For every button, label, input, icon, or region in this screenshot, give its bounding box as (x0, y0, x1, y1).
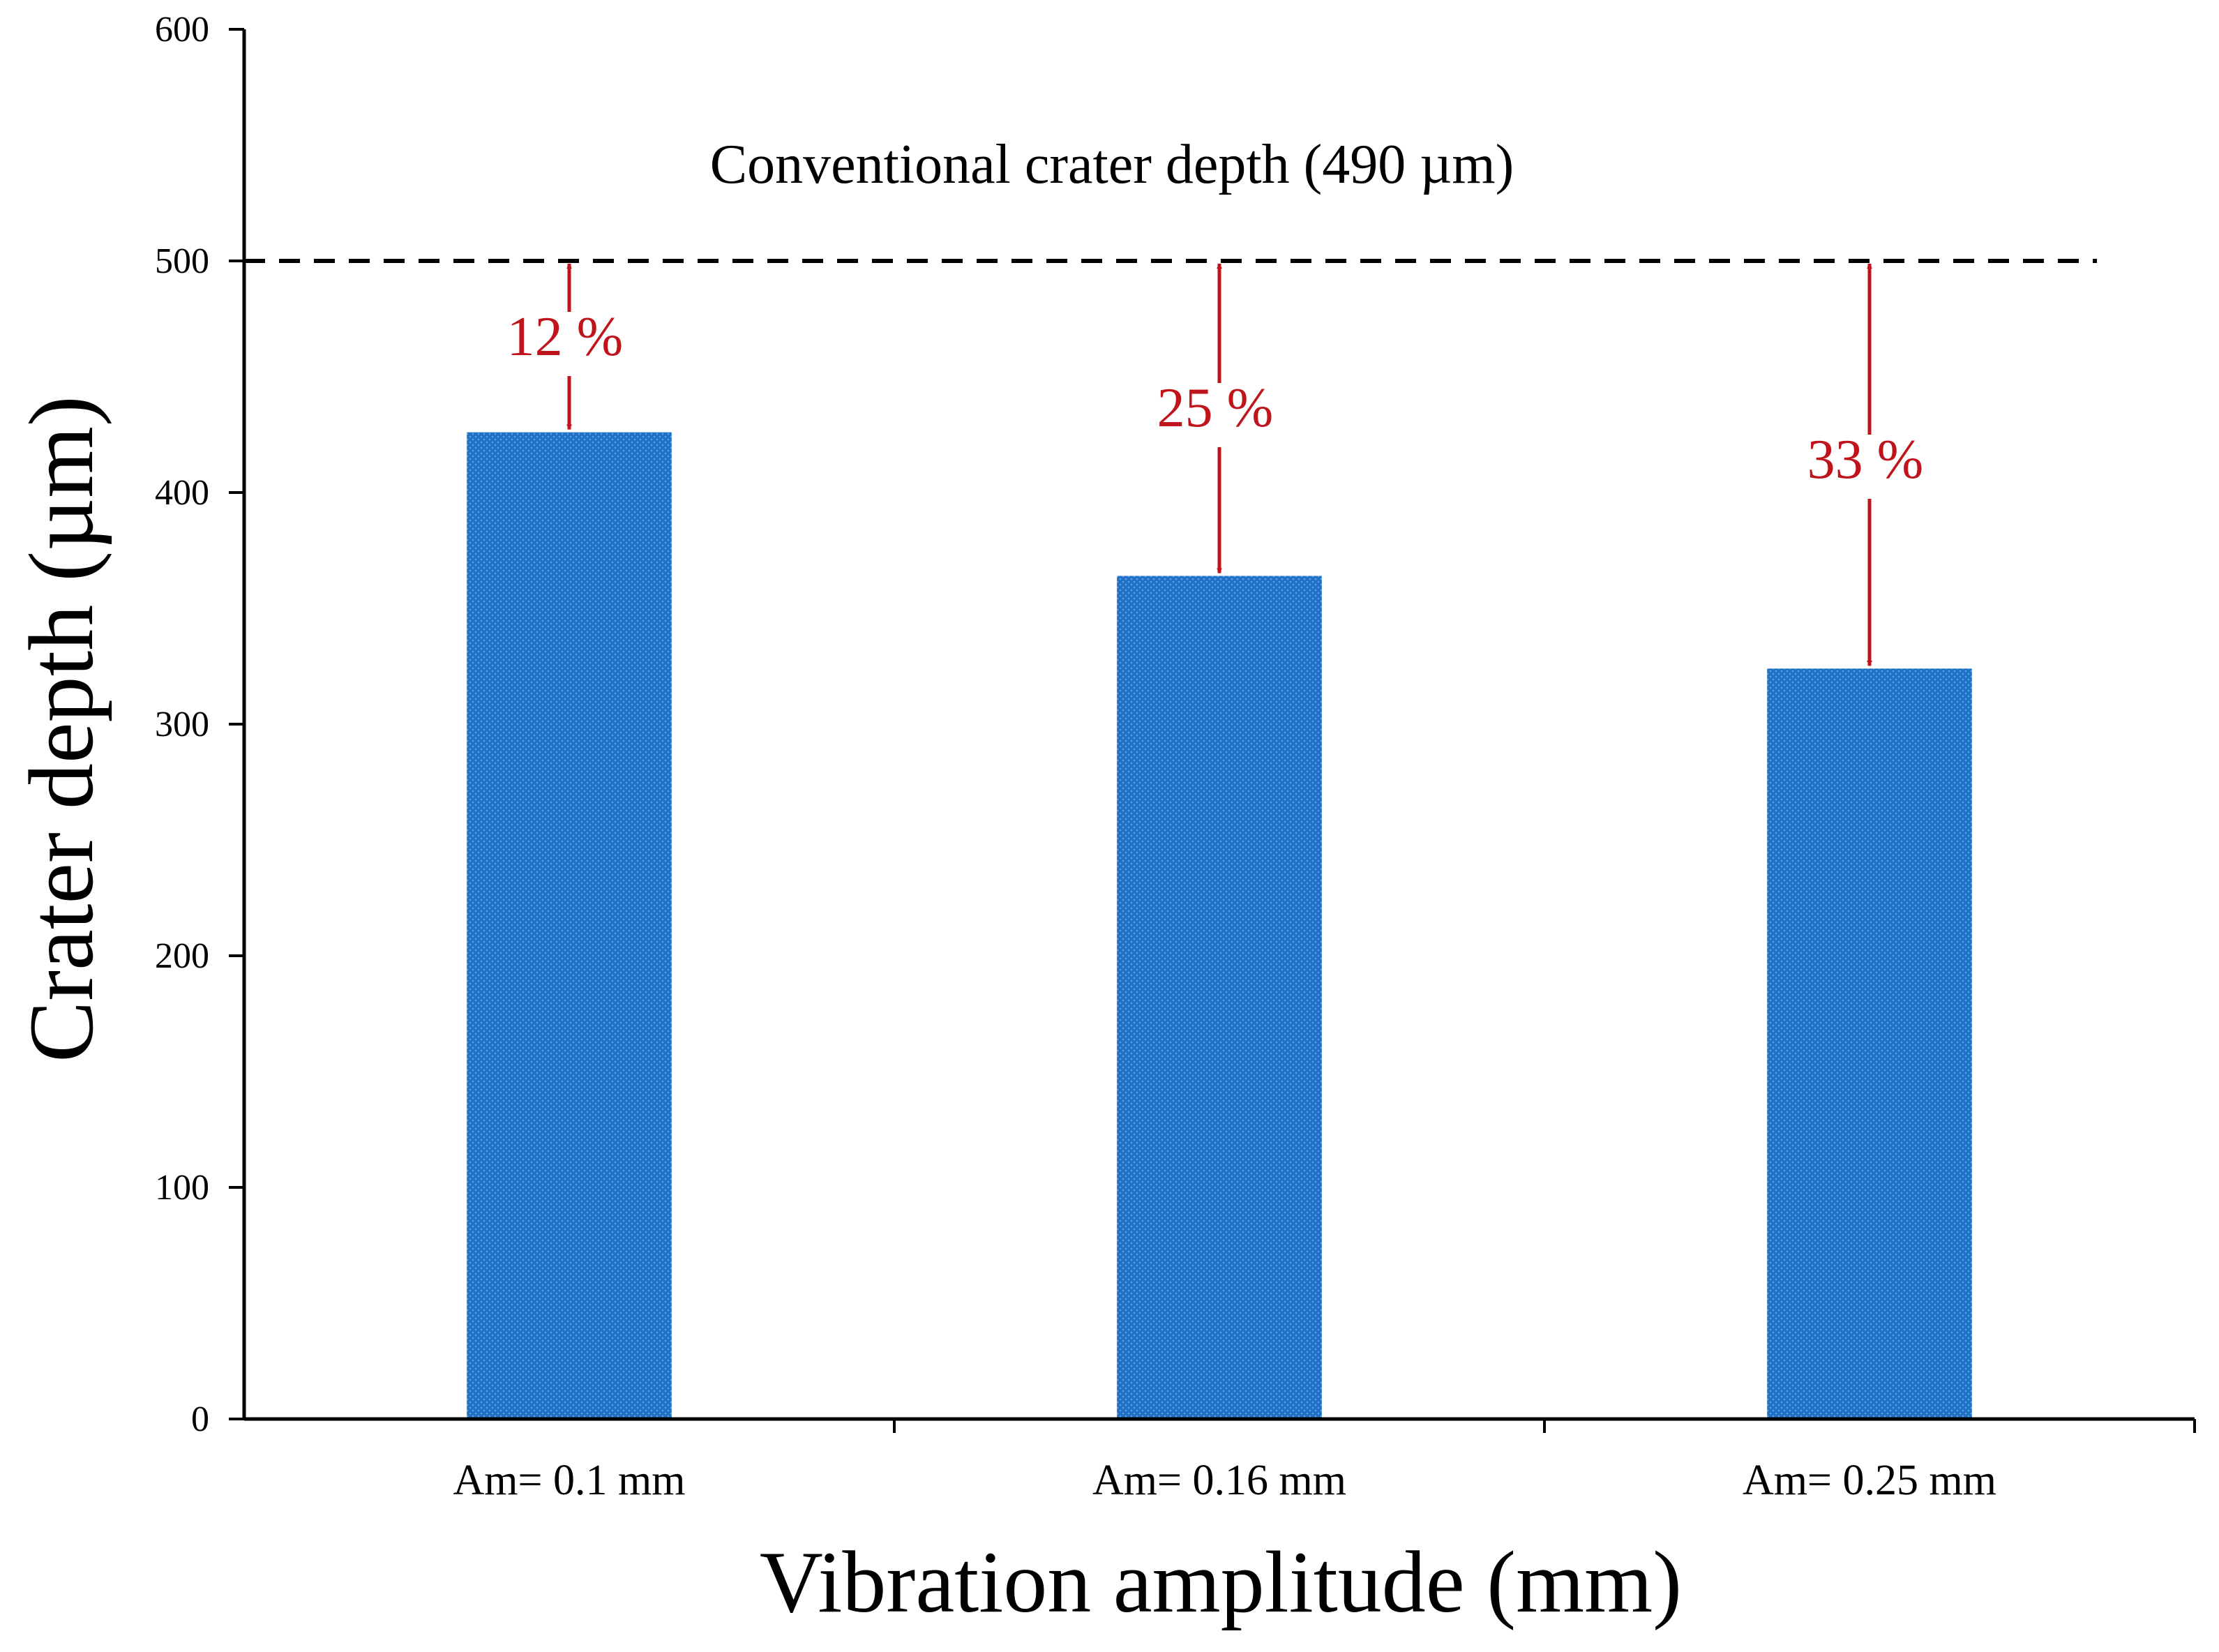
y-tick-label: 300 (155, 705, 209, 744)
bar (1767, 668, 1972, 1419)
bars (467, 432, 1972, 1420)
x-axis-title: Vibration amplitude (mm) (760, 1534, 1682, 1631)
x-axis-ticks: Am= 0.1 mm Am= 0.16 mm Am= 0.25 mm (453, 1419, 2196, 1504)
bar (1117, 576, 1322, 1419)
reduction-label: 12 % (507, 306, 624, 368)
y-tick-label: 200 (155, 936, 209, 976)
x-category-label: Am= 0.16 mm (1092, 1457, 1346, 1504)
bar (467, 432, 672, 1420)
y-tick-label: 100 (155, 1168, 209, 1208)
y-tick-label: 0 (191, 1399, 209, 1439)
reduction-label: 33 % (1807, 429, 1924, 490)
y-tick-label: 600 (155, 10, 209, 50)
y-axis-title: Crater depth (µm) (10, 396, 112, 1062)
x-category-label: Am= 0.1 mm (453, 1457, 686, 1504)
ref-line-label: Conventional crater depth (490 µm) (710, 134, 1514, 195)
reduction-annotations: 12 % 25 % 33 % (507, 263, 1924, 667)
reduction-label: 25 % (1157, 377, 1274, 439)
y-tick-label: 400 (155, 473, 209, 513)
x-category-label: Am= 0.25 mm (1743, 1457, 1996, 1504)
y-tick-label: 500 (155, 241, 209, 281)
y-axis-ticks: 0 100 200 300 400 500 600 (155, 10, 244, 1439)
